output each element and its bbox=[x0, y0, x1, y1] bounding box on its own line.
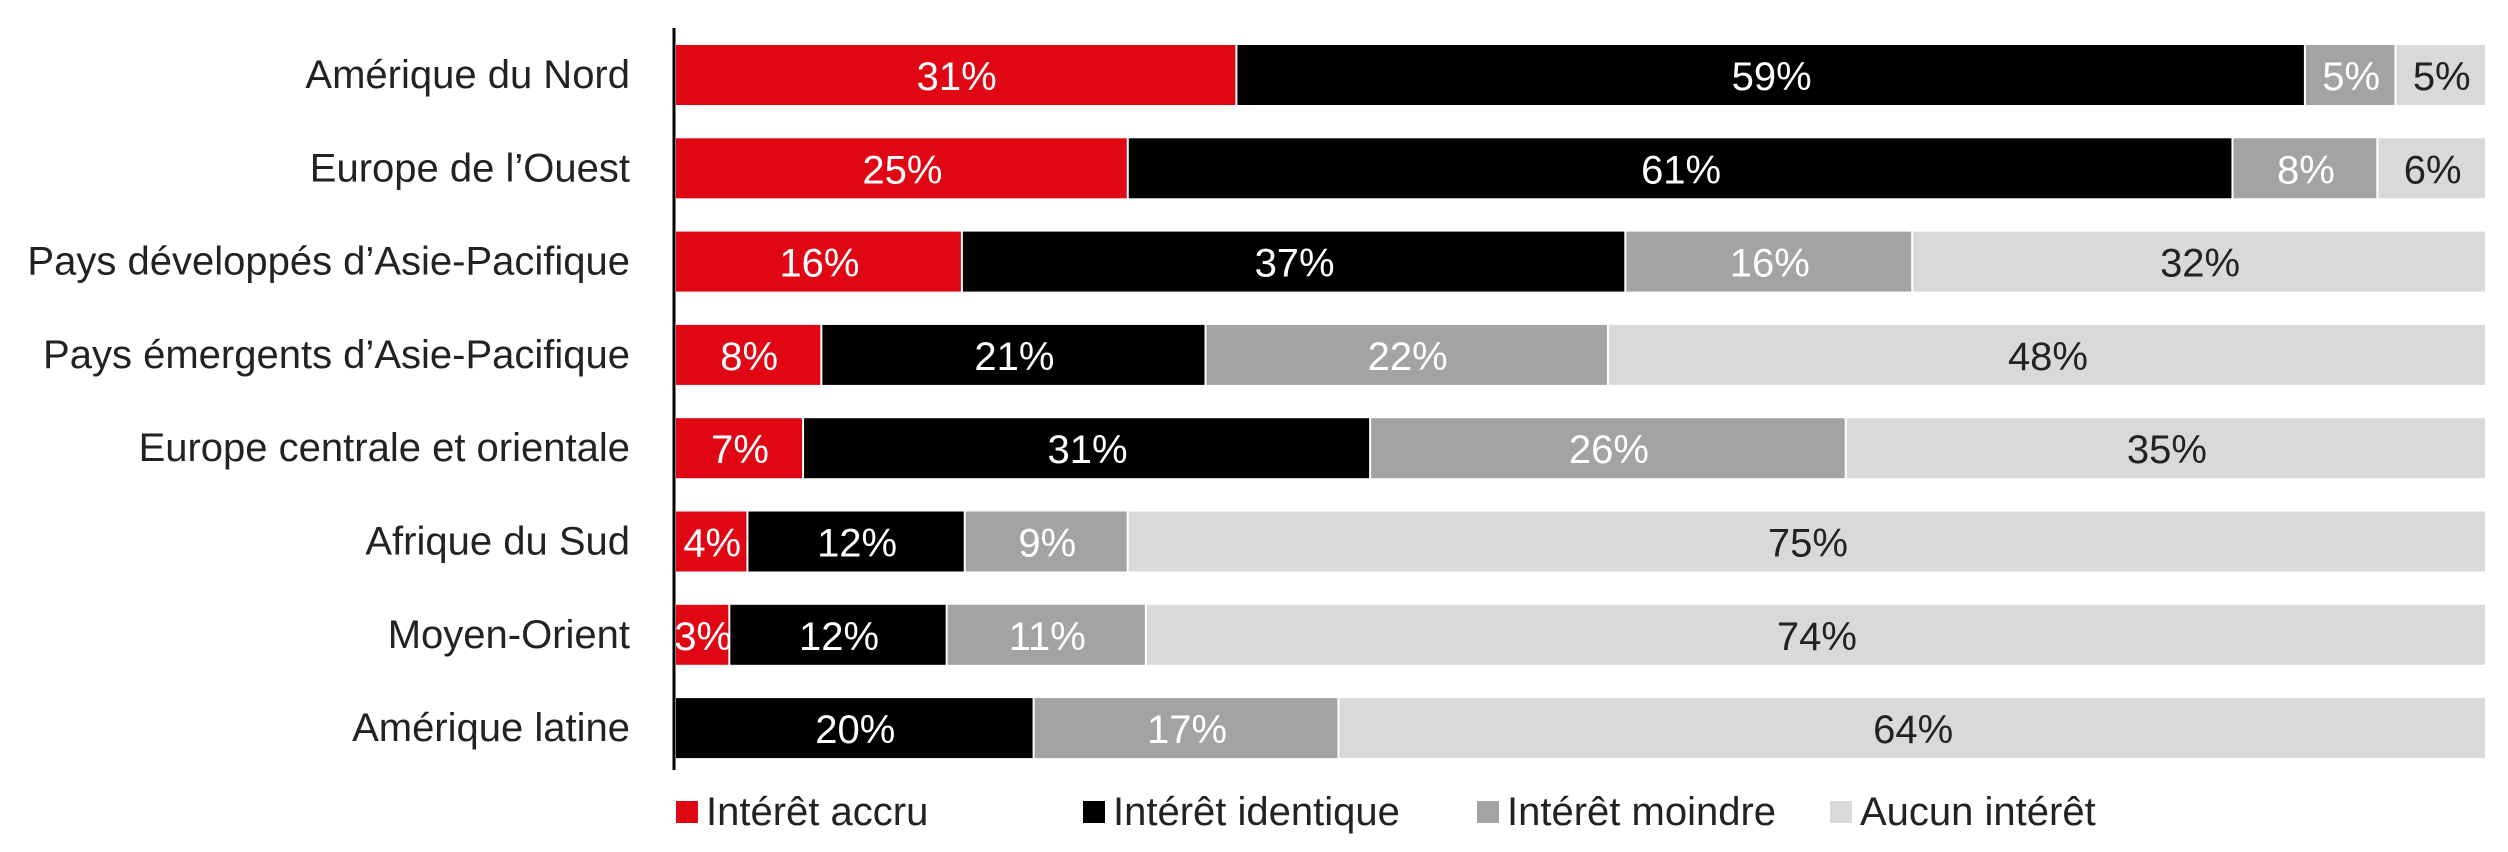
category-label-amerique-latine: Amérique latine bbox=[352, 706, 630, 750]
category-label-europe-de-l-ouest: Europe de l’Ouest bbox=[310, 146, 630, 190]
bar-segment-interet-accru-pays-emergents-d-asie-pacifique bbox=[676, 324, 821, 385]
data-label-interet-identique-pays-emergents-d-asie-pacifique: 21% bbox=[974, 335, 1054, 379]
bar-segment-aucun-interet-moyen-orient bbox=[1146, 604, 2485, 665]
data-label-interet-moindre-pays-developpes-d-asie-pacifique: 16% bbox=[1730, 242, 1810, 286]
data-label-interet-accru-europe-centrale-et-orientale: 7% bbox=[711, 428, 769, 472]
bar-segment-aucun-interet-europe-centrale-et-orientale bbox=[1846, 418, 2485, 479]
bar-segment-aucun-interet-afrique-du-sud bbox=[1128, 511, 2485, 572]
bar-segment-interet-accru-europe-centrale-et-orientale bbox=[676, 418, 803, 479]
bar-segment-interet-accru-amerique-du-nord bbox=[676, 45, 1236, 105]
category-label-pays-emergents-d-asie-pacifique: Pays émergents d’Asie-Pacifique bbox=[43, 333, 630, 377]
bars: 31% 59% 5% 5% 25% 61% 8% 6% 16% 37% 16% 32% 8% 21% 22%… bbox=[674, 45, 2485, 759]
bar-segment-aucun-interet-amerique-latine bbox=[1339, 698, 2485, 759]
bar-segment-interet-accru-moyen-orient bbox=[676, 604, 729, 665]
data-label-interet-identique-europe-centrale-et-orientale: 31% bbox=[1048, 428, 1128, 472]
legend-swatch-aucun-interet bbox=[1830, 801, 1852, 823]
data-label-interet-moindre-europe-centrale-et-orientale: 26% bbox=[1569, 428, 1649, 472]
legend-swatch-interet-moindre bbox=[1477, 801, 1499, 823]
bar-segment-interet-identique-amerique-latine bbox=[676, 698, 1033, 759]
bar-segment-interet-moindre-moyen-orient bbox=[947, 604, 1145, 665]
bar-segment-interet-accru-europe-de-l-ouest bbox=[676, 138, 1127, 199]
data-label-interet-identique-amerique-du-nord: 59% bbox=[1732, 55, 1812, 99]
data-label-interet-identique-afrique-du-sud: 12% bbox=[817, 522, 897, 566]
data-label-interet-moindre-pays-emergents-d-asie-pacifique: 22% bbox=[1368, 335, 1448, 379]
data-label-aucun-interet-europe-de-l-ouest: 6% bbox=[2404, 148, 2462, 192]
legend: Intérêt accru Intérêt identique Intérêt mo… bbox=[676, 790, 2096, 834]
bar-segment-interet-identique-europe-centrale-et-orientale bbox=[804, 418, 1370, 479]
bar-segment-interet-accru-pays-developpes-d-asie-pacifique bbox=[676, 231, 961, 292]
bar-segment-aucun-interet-pays-emergents-d-asie-pacifique bbox=[1608, 324, 2485, 385]
data-label-interet-accru-pays-developpes-d-asie-pacifique: 16% bbox=[779, 242, 859, 286]
data-label-interet-moindre-amerique-du-nord: 5% bbox=[2322, 55, 2380, 99]
bar-segment-interet-identique-pays-emergents-d-asie-pacifique bbox=[822, 324, 1205, 385]
bar-segment-aucun-interet-pays-developpes-d-asie-pacifique bbox=[1913, 231, 2485, 292]
legend-label-interet-accru: Intérêt accru bbox=[706, 790, 928, 834]
bar-segment-interet-moindre-pays-emergents-d-asie-pacifique bbox=[1206, 324, 1607, 385]
data-label-interet-accru-pays-emergents-d-asie-pacifique: 8% bbox=[720, 335, 778, 379]
data-label-interet-moindre-moyen-orient: 11% bbox=[1009, 615, 1086, 659]
data-label-interet-identique-europe-de-l-ouest: 61% bbox=[1641, 148, 1721, 192]
bar-segment-interet-identique-afrique-du-sud bbox=[748, 511, 964, 572]
category-label-europe-centrale-et-orientale: Europe centrale et orientale bbox=[139, 426, 630, 470]
category-label-amerique-du-nord: Amérique du Nord bbox=[305, 53, 630, 97]
data-label-aucun-interet-europe-centrale-et-orientale: 35% bbox=[2127, 428, 2207, 472]
bar-segment-aucun-interet-europe-de-l-ouest bbox=[2378, 138, 2485, 199]
data-label-interet-identique-pays-developpes-d-asie-pacifique: 37% bbox=[1255, 242, 1335, 286]
data-label-aucun-interet-amerique-du-nord: 5% bbox=[2413, 55, 2471, 99]
data-label-interet-moindre-europe-de-l-ouest: 8% bbox=[2277, 148, 2335, 192]
legend-swatch-interet-accru bbox=[676, 801, 698, 823]
bar-segment-interet-accru-afrique-du-sud bbox=[676, 511, 747, 572]
data-label-interet-identique-moyen-orient: 12% bbox=[799, 615, 879, 659]
legend-label-aucun-interet: Aucun intérêt bbox=[1860, 790, 2096, 834]
bar-segment-interet-identique-pays-developpes-d-asie-pacifique bbox=[962, 231, 1625, 292]
category-label-afrique-du-sud: Afrique du Sud bbox=[365, 520, 630, 564]
category-labels: Amérique du Nord Europe de l’Ouest Pays dé… bbox=[27, 53, 630, 750]
data-label-interet-accru-europe-de-l-ouest: 25% bbox=[862, 148, 942, 192]
bar-segment-interet-moindre-pays-developpes-d-asie-pacifique bbox=[1626, 231, 1912, 292]
data-label-interet-accru-amerique-du-nord: 31% bbox=[917, 55, 997, 99]
bar-segment-interet-moindre-amerique-latine bbox=[1034, 698, 1338, 759]
data-label-interet-accru-afrique-du-sud: 4% bbox=[683, 522, 741, 566]
legend-label-interet-moindre: Intérêt moindre bbox=[1507, 790, 1776, 834]
legend-label-interet-identique: Intérêt identique bbox=[1113, 790, 1400, 834]
bar-segment-interet-moindre-europe-de-l-ouest bbox=[2233, 138, 2377, 199]
category-label-moyen-orient: Moyen-Orient bbox=[388, 613, 630, 657]
category-label-pays-developpes-d-asie-pacifique: Pays développés d’Asie-Pacifique bbox=[27, 240, 630, 284]
bar-segment-interet-moindre-afrique-du-sud bbox=[965, 511, 1127, 572]
bar-segment-interet-identique-moyen-orient bbox=[730, 604, 946, 665]
data-label-interet-moindre-amerique-latine: 17% bbox=[1147, 708, 1227, 752]
data-label-aucun-interet-pays-developpes-d-asie-pacifique: 32% bbox=[2160, 242, 2240, 286]
bar-segment-interet-moindre-europe-centrale-et-orientale bbox=[1371, 418, 1845, 479]
bar-segment-interet-moindre-amerique-du-nord bbox=[2305, 45, 2395, 105]
data-label-interet-accru-moyen-orient: 3% bbox=[674, 615, 732, 659]
bar-segment-interet-identique-amerique-du-nord bbox=[1237, 45, 2304, 105]
bar-segment-interet-identique-europe-de-l-ouest bbox=[1128, 138, 2232, 199]
data-label-aucun-interet-pays-emergents-d-asie-pacifique: 48% bbox=[2008, 335, 2088, 379]
legend-swatch-interet-identique bbox=[1083, 801, 1105, 823]
data-label-aucun-interet-amerique-latine: 64% bbox=[1873, 708, 1953, 752]
data-label-interet-identique-amerique-latine: 20% bbox=[815, 708, 895, 752]
bar-segment-aucun-interet-amerique-du-nord bbox=[2396, 45, 2485, 105]
data-label-aucun-interet-moyen-orient: 74% bbox=[1777, 615, 1857, 659]
data-label-aucun-interet-afrique-du-sud: 75% bbox=[1768, 522, 1848, 566]
data-label-interet-moindre-afrique-du-sud: 9% bbox=[1018, 522, 1076, 566]
